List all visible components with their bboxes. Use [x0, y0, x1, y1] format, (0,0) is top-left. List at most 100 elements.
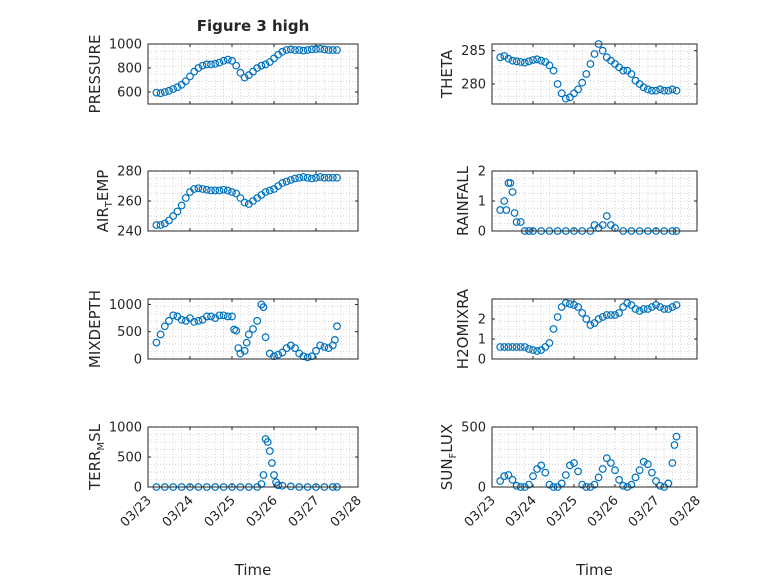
- data-point: [299, 46, 308, 55]
- data-point: [156, 89, 165, 98]
- data-point: [553, 80, 562, 88]
- data-point: [648, 303, 656, 311]
- data-point: [672, 432, 681, 441]
- y-tick-label: 285: [461, 44, 486, 59]
- data-point: [656, 303, 664, 311]
- y-tick-label: 500: [461, 421, 486, 436]
- data-point: [240, 73, 249, 82]
- data-point: [265, 447, 274, 455]
- data-point: [278, 481, 287, 490]
- data-point: [627, 70, 636, 78]
- data-point: [202, 185, 211, 194]
- y-tick-label: 1: [478, 195, 486, 210]
- data-point: [333, 46, 341, 54]
- data-point: [598, 46, 607, 55]
- data-point: [639, 83, 648, 92]
- data-point: [607, 459, 615, 467]
- y-tick-label: 0: [134, 353, 142, 368]
- subplot-mixdepth: 0 500 1000 MIXDEPTH: [86, 290, 359, 368]
- x-tick-label: 03/28: [667, 493, 704, 530]
- x-tick-label: 03/25: [544, 493, 581, 530]
- x-tick-label: 03/28: [328, 493, 365, 530]
- data-point: [537, 56, 546, 65]
- data-point: [549, 66, 558, 75]
- data-point: [223, 55, 232, 64]
- data-point: [660, 86, 669, 95]
- data-point: [333, 173, 341, 182]
- data-point: [194, 184, 203, 193]
- data-point: [160, 88, 169, 96]
- data-point: [506, 179, 515, 187]
- data-point: [672, 301, 681, 309]
- data-point: [307, 352, 316, 361]
- data-point: [228, 188, 236, 196]
- data-point: [215, 58, 224, 67]
- data-point: [557, 89, 566, 98]
- data-point: [295, 173, 304, 182]
- data-point: [328, 46, 337, 54]
- data-point: [615, 475, 623, 484]
- x-tick-label: 03/23: [118, 493, 155, 530]
- data-point: [643, 305, 652, 313]
- data-point: [240, 346, 249, 355]
- data-point: [190, 318, 199, 326]
- data-point: [508, 475, 517, 484]
- data-point: [590, 480, 599, 489]
- data-point: [619, 481, 628, 490]
- data-point: [263, 438, 272, 446]
- x-tick-label: 03/27: [286, 493, 323, 530]
- data-point: [652, 86, 660, 95]
- data-point: [611, 466, 619, 475]
- subplot-h2omixra: 0 1 2 H2OMIXRA: [454, 288, 698, 369]
- data-point: [240, 198, 249, 207]
- data-point: [549, 325, 558, 333]
- axes-box: [491, 43, 698, 105]
- subplot-terr-msl: 0 500 1000 03/23 03/24 03/25 03/26 03/27 03/28 Ti…: [86, 421, 365, 580]
- data-point: [169, 311, 178, 320]
- data-point: [282, 46, 291, 54]
- data-point: [207, 60, 215, 69]
- data-point: [303, 46, 312, 54]
- data-point: [236, 194, 245, 202]
- data-point: [510, 209, 519, 217]
- data-point: [502, 206, 511, 214]
- data-point: [219, 185, 228, 194]
- data-point: [545, 61, 554, 70]
- y-axis-label: MIXDEPTH: [86, 290, 104, 368]
- x-tick-label: 03/25: [202, 493, 239, 530]
- data-point: [508, 343, 517, 351]
- data-point: [525, 345, 533, 353]
- data-point: [648, 468, 656, 477]
- data-point: [207, 312, 215, 321]
- axes-box: [147, 298, 359, 360]
- data-point: [316, 44, 325, 53]
- data-point: [496, 477, 505, 485]
- data-point: [190, 185, 199, 193]
- data-point: [324, 173, 333, 182]
- axes-box: [491, 298, 698, 360]
- data-point: [286, 482, 295, 491]
- data-point: [512, 57, 521, 66]
- data-point: [152, 88, 161, 97]
- data-point: [282, 177, 291, 186]
- data-point: [261, 60, 270, 69]
- x-tick-label: 03/24: [503, 493, 540, 530]
- y-tick-label: 280: [117, 165, 142, 180]
- data-point: [173, 83, 182, 92]
- data-point: [331, 336, 339, 344]
- data-point: [627, 480, 636, 489]
- data-point: [316, 341, 325, 350]
- data-point: [627, 301, 636, 309]
- y-tick-label: 0: [134, 481, 142, 496]
- data-point: [261, 333, 270, 342]
- data-point: [635, 307, 644, 315]
- data-point: [582, 315, 591, 323]
- y-axis-label: TERRMSL: [86, 423, 107, 491]
- data-point: [512, 218, 521, 226]
- data-point: [257, 61, 266, 70]
- data-point: [668, 303, 677, 311]
- data-point: [165, 216, 173, 225]
- y-tick-label: 500: [117, 325, 142, 340]
- data-point: [303, 173, 312, 182]
- data-point: [516, 58, 525, 66]
